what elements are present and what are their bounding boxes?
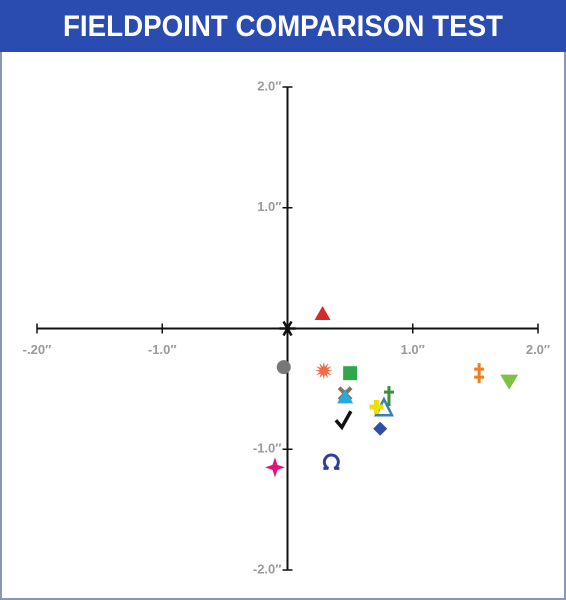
point-marker bbox=[369, 399, 384, 414]
point-marker bbox=[474, 363, 485, 384]
x-tick-label: 1.0″ bbox=[401, 342, 425, 357]
point-marker bbox=[343, 366, 358, 381]
chart-title: FIELDPOINT COMPARISON TEST bbox=[63, 10, 503, 43]
x-tick-label: 2.0″ bbox=[526, 342, 550, 357]
point-marker bbox=[314, 306, 331, 321]
point-marker bbox=[373, 421, 388, 436]
point-marker bbox=[383, 386, 394, 407]
y-tick-label: -1.0″ bbox=[253, 441, 282, 456]
y-tick-label: 1.0″ bbox=[257, 199, 281, 214]
y-tick-label: 2.0″ bbox=[257, 78, 281, 93]
x-tick-label: -.20″ bbox=[23, 342, 52, 357]
point-marker bbox=[314, 361, 333, 380]
point-marker bbox=[334, 410, 353, 431]
point-marker bbox=[322, 453, 340, 470]
point-marker bbox=[500, 374, 519, 390]
point-marker bbox=[264, 457, 285, 478]
point-marker bbox=[276, 360, 291, 375]
point-marker bbox=[337, 389, 354, 404]
y-tick-label: -2.0″ bbox=[253, 561, 282, 576]
title-bar bbox=[0, 0, 566, 52]
point-marker bbox=[279, 320, 296, 337]
x-tick-label: -1.0″ bbox=[148, 342, 177, 357]
